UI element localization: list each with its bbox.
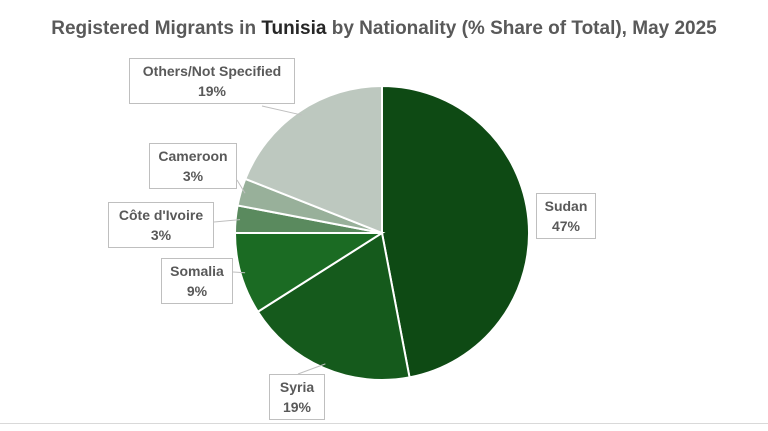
chart-title-end: by Nationality (% Share of Total), May 2…	[326, 18, 717, 39]
callout-cote-divoire-label: Côte d'Ivoire	[118, 207, 204, 223]
callout-cote-divoire-value: 3%	[150, 227, 172, 243]
bottom-divider	[0, 423, 768, 424]
callout-cameroon-label: Cameroon	[158, 148, 228, 164]
chart-title-start: Registered Migrants in	[51, 18, 262, 39]
callout-others: Others/Not Specified 19%	[129, 58, 295, 104]
callout-sudan: Sudan 47%	[536, 193, 596, 239]
pie-slice-syria	[256, 231, 411, 381]
callout-somalia-value: 9%	[186, 283, 208, 299]
leader-line	[261, 105, 302, 116]
callout-syria-value: 19%	[282, 399, 312, 415]
callout-syria: Syria 19%	[269, 374, 325, 420]
callout-others-label: Others/Not Specified	[142, 63, 282, 79]
callout-cameroon-value: 3%	[182, 168, 204, 184]
chart-title-country: Tunisia	[261, 18, 327, 39]
leader-line	[232, 271, 246, 274]
callout-somalia: Somalia 9%	[161, 258, 233, 304]
callout-others-value: 19%	[197, 83, 227, 99]
callout-syria-label: Syria	[279, 379, 315, 395]
leader-line	[236, 179, 246, 194]
callout-cameroon: Cameroon 3%	[149, 143, 237, 189]
callout-cote-divoire: Côte d'Ivoire 3%	[108, 202, 214, 248]
pie-slice-others-not-specified	[244, 84, 383, 235]
chart-title: Registered Migrants in Tunisia by Nation…	[0, 18, 768, 40]
callout-somalia-label: Somalia	[170, 263, 224, 279]
leader-line	[213, 219, 241, 223]
callout-sudan-value: 47%	[551, 218, 581, 234]
leader-line	[297, 363, 326, 375]
pie-slice-somalia	[233, 232, 386, 314]
callout-sudan-label: Sudan	[544, 198, 588, 214]
pie-slice-sudan	[381, 84, 531, 379]
